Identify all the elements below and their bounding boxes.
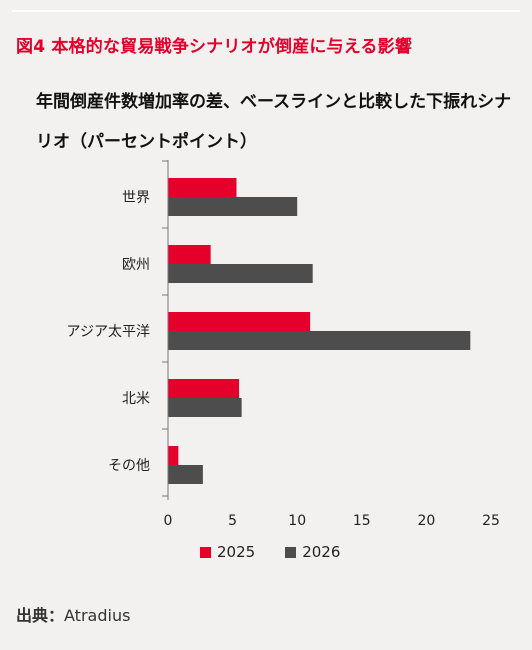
bar-2026-4: [168, 465, 203, 484]
x-tick-label-4: 20: [417, 513, 435, 529]
chart-subtitle: 年間倒産件数増加率の差、ベースラインと比較した下振れシナリオ（パーセントポイント…: [36, 92, 512, 152]
bar-2026-0: [168, 197, 298, 216]
x-tick-label-2: 10: [288, 513, 306, 529]
figure-title: 図4 本格的な貿易戦争シナリオが倒産に与える影響: [16, 37, 413, 57]
x-tick-label-1: 5: [228, 513, 237, 529]
x-tick-label-5: 25: [482, 513, 500, 529]
chart-legend: 2025 2026: [200, 543, 370, 561]
legend-label-2026: 2026: [302, 543, 341, 561]
bar-2026-1: [168, 264, 313, 283]
source-note: 出典：Atradius: [16, 602, 130, 626]
source-value: Atradius: [64, 606, 131, 625]
category-label-4: その他: [108, 458, 150, 474]
x-tick-label-3: 15: [353, 513, 371, 529]
legend-swatch-2025: [200, 546, 211, 558]
legend-label-2025: 2025: [217, 543, 256, 561]
bar-2025-2: [168, 312, 311, 331]
category-label-3: 北米: [122, 391, 150, 407]
top-rule: [12, 10, 520, 12]
bar-2025-4: [168, 446, 179, 465]
source-label: 出典：: [16, 606, 65, 625]
category-label-2: アジア太平洋: [67, 324, 150, 340]
legend-item-2025: 2025: [200, 543, 255, 561]
category-label-1: 欧州: [122, 257, 150, 273]
legend-swatch-2026: [285, 546, 297, 558]
bar-2025-1: [168, 245, 211, 264]
bar-2025-0: [168, 178, 237, 197]
bar-2025-3: [168, 379, 240, 398]
x-tick-label-0: 0: [164, 513, 173, 529]
legend-item-2026: 2026: [285, 543, 340, 561]
bar-2026-2: [168, 331, 471, 350]
category-label-0: 世界: [122, 190, 150, 206]
bar-2026-3: [168, 398, 242, 417]
